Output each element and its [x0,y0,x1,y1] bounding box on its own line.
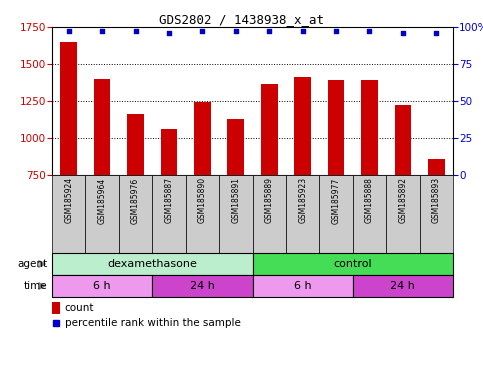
Point [265,28,273,35]
Bar [361,80,378,175]
Text: 24 h: 24 h [390,281,415,291]
Text: GSM185890: GSM185890 [198,177,207,223]
Text: percentile rank within the sample: percentile rank within the sample [65,318,241,328]
Text: GSM185888: GSM185888 [365,177,374,223]
FancyBboxPatch shape [185,175,219,253]
Text: count: count [65,303,94,313]
FancyBboxPatch shape [52,253,253,275]
Text: GSM185891: GSM185891 [231,177,240,223]
Point [199,28,206,35]
Text: time: time [24,281,47,291]
Point [399,30,407,36]
Text: agent: agent [17,259,47,269]
Text: dexamethasone: dexamethasone [107,259,197,269]
Text: GSM185924: GSM185924 [64,177,73,223]
Point [65,28,72,35]
FancyBboxPatch shape [52,275,152,297]
Point [98,28,106,35]
FancyBboxPatch shape [52,175,85,253]
Bar [395,105,411,175]
FancyBboxPatch shape [253,253,453,275]
FancyBboxPatch shape [253,175,286,253]
FancyBboxPatch shape [253,275,353,297]
Point [165,30,173,36]
FancyBboxPatch shape [319,175,353,253]
Bar [94,79,111,175]
Text: GSM185893: GSM185893 [432,177,441,223]
FancyBboxPatch shape [420,175,453,253]
FancyBboxPatch shape [386,175,420,253]
Text: GSM185889: GSM185889 [265,177,274,223]
Text: GSM185892: GSM185892 [398,177,407,223]
Text: control: control [333,259,372,269]
Text: GDS2802 / 1438938_x_at: GDS2802 / 1438938_x_at [159,13,324,26]
Text: GSM185977: GSM185977 [331,177,341,223]
Point [132,28,140,35]
Text: GSM185923: GSM185923 [298,177,307,223]
Bar [227,119,244,175]
FancyBboxPatch shape [353,175,386,253]
Point [366,28,373,35]
Bar [294,76,311,175]
Text: GSM185964: GSM185964 [98,177,107,223]
Bar [327,80,344,175]
FancyBboxPatch shape [85,175,119,253]
Bar [52,302,60,313]
Bar [428,159,445,175]
Text: 6 h: 6 h [294,281,312,291]
Bar [261,84,278,175]
Text: 6 h: 6 h [93,281,111,291]
FancyBboxPatch shape [152,175,185,253]
Bar [161,129,177,175]
Text: 24 h: 24 h [190,281,215,291]
Bar [127,114,144,175]
Point [332,28,340,35]
FancyBboxPatch shape [152,275,253,297]
Bar [60,42,77,175]
Point [299,28,307,35]
Text: GSM185887: GSM185887 [164,177,173,223]
Point [432,30,440,36]
Text: GSM185976: GSM185976 [131,177,140,223]
FancyBboxPatch shape [286,175,319,253]
FancyBboxPatch shape [353,275,453,297]
FancyBboxPatch shape [219,175,253,253]
FancyBboxPatch shape [119,175,152,253]
Point [232,28,240,35]
Bar [194,103,211,175]
